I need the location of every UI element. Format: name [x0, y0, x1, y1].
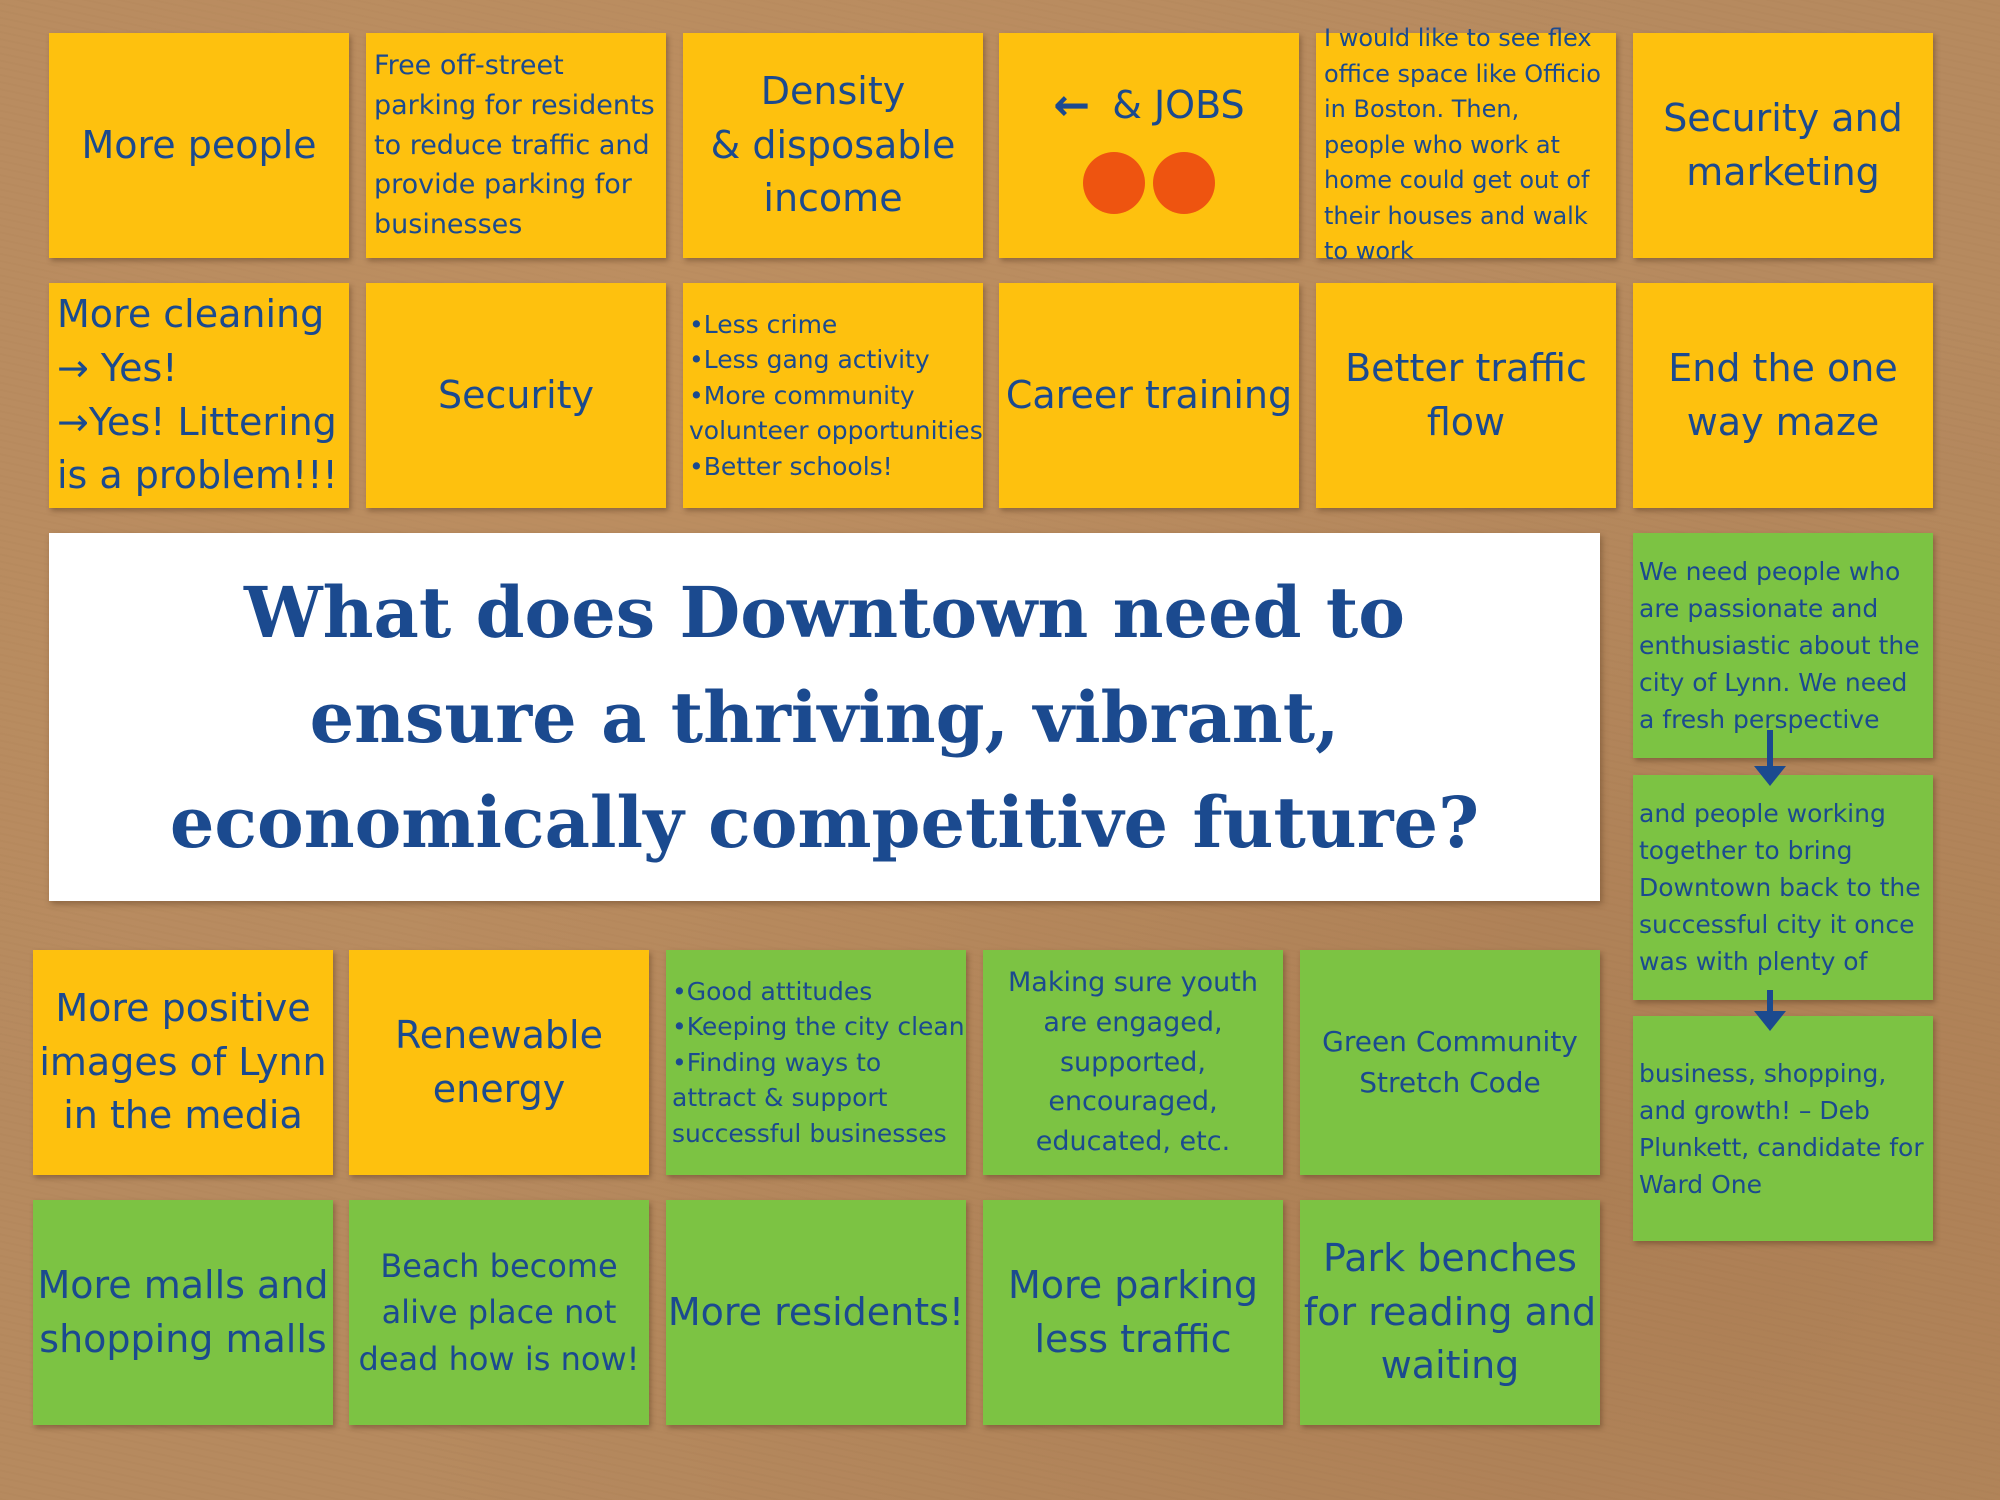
note-youth: Making sure youth are engaged, supported…: [983, 950, 1283, 1175]
note-line: marketing: [1686, 149, 1880, 194]
note-line: Making sure youth: [1007, 966, 1258, 998]
list-item: •Better schools!: [689, 451, 893, 481]
note-more-residents: More residents!: [666, 1200, 966, 1425]
list-item: •Less crime: [689, 309, 838, 339]
note-line: End the one: [1668, 345, 1898, 390]
note-career-training: Career training: [999, 283, 1299, 508]
note-line: & disposable: [710, 122, 956, 167]
note-line: More parking: [1007, 1262, 1259, 1307]
note-beach: Beach become alive place not dead how is…: [349, 1200, 649, 1425]
note-line: images of Lynn: [39, 1039, 327, 1084]
list-item: •Finding ways to: [672, 1047, 882, 1077]
note-one-way: End the one way maze: [1633, 283, 1933, 508]
note-line: More malls and: [37, 1262, 329, 1307]
note-line: supported,: [1059, 1046, 1206, 1078]
note-good-attitudes: •Good attitudes •Keeping the city clean …: [666, 950, 966, 1175]
note-text: Career training: [1005, 372, 1293, 417]
note-renewable-energy: Renewable energy: [349, 950, 649, 1175]
note-text: Free off-street parking for residents to…: [374, 49, 655, 241]
red-dot-icon: [1153, 152, 1215, 215]
note-less-crime: •Less crime •Less gang activity •More co…: [683, 283, 983, 508]
note-line: Beach become: [380, 1246, 618, 1285]
note-line: energy: [432, 1066, 566, 1111]
list-item: •Good attitudes: [672, 976, 873, 1006]
note-line: waiting: [1380, 1343, 1520, 1388]
arrow-down-icon: [1754, 730, 1786, 786]
note-line: Density: [760, 68, 906, 113]
note-line: flow: [1426, 399, 1506, 444]
note-park-benches: Park benches for reading and waiting: [1300, 1200, 1600, 1425]
title-line: economically competitive future?: [169, 780, 1480, 864]
note-traffic-flow: Better traffic flow: [1316, 283, 1616, 508]
note-line: Security and: [1663, 95, 1903, 140]
arrow-down-icon: [1754, 990, 1786, 1031]
note-jobs: ← & JOBS: [999, 33, 1299, 258]
note-more-people: More people: [49, 33, 349, 258]
note-line: less traffic: [1034, 1316, 1232, 1361]
list-item: •Keeping the city clean: [672, 1012, 965, 1042]
note-line: for reading and: [1303, 1289, 1597, 1334]
note-free-parking: Free off-street parking for residents to…: [366, 33, 666, 258]
note-line: More cleaning: [57, 291, 325, 336]
note-passionate-3: business, shopping, and growth! – Deb Pl…: [1633, 1016, 1933, 1241]
note-green-code: Green Community Stretch Code: [1300, 950, 1600, 1175]
note-line: is a problem!!!: [57, 453, 338, 498]
note-malls: More malls and shopping malls: [33, 1200, 333, 1425]
note-density: Density & disposable income: [683, 33, 983, 258]
note-text: More people: [81, 122, 317, 167]
title-line: ensure a thriving, vibrant,: [309, 675, 1340, 759]
note-passionate-2: and people working together to bring Dow…: [1633, 775, 1933, 1000]
note-text: & JOBS: [1112, 82, 1245, 127]
note-line: Park benches: [1323, 1235, 1577, 1280]
question-card: What does Downtown need to ensure a thri…: [49, 533, 1600, 901]
note-line: way maze: [1686, 399, 1880, 444]
note-line: in the media: [63, 1093, 303, 1138]
red-dot-icon: [1083, 152, 1145, 215]
note-security-marketing: Security and marketing: [1633, 33, 1933, 258]
note-line: shopping malls: [39, 1316, 327, 1361]
left-arrow-icon: ←: [1053, 79, 1091, 131]
note-line: Renewable: [395, 1012, 603, 1057]
note-text: business, shopping, and growth! – Deb Pl…: [1639, 1058, 1924, 1199]
note-flex-office: I would like to see flex office space li…: [1316, 24, 1616, 265]
note-positive-images: More positive images of Lynn in the medi…: [33, 950, 333, 1175]
note-line: income: [763, 176, 903, 221]
note-text: Security: [437, 372, 595, 417]
note-text: I would like to see flex office space li…: [1324, 24, 1601, 266]
note-security: Security: [366, 283, 666, 508]
list-item: attract & support: [672, 1083, 888, 1113]
note-line: are engaged,: [1043, 1006, 1223, 1038]
title-line: What does Downtown need to: [244, 570, 1405, 654]
note-line: → Yes!: [57, 345, 178, 390]
note-line: Stretch Code: [1359, 1065, 1541, 1099]
note-passionate-1: We need people who are passionate and en…: [1633, 533, 1933, 758]
note-line: alive place not: [381, 1293, 617, 1332]
note-line: educated, etc.: [1035, 1126, 1231, 1158]
note-text: We need people who are passionate and en…: [1639, 557, 1920, 734]
note-line: Green Community: [1322, 1024, 1578, 1058]
list-item: volunteer opportunities: [689, 416, 983, 446]
note-line: More positive: [55, 985, 311, 1030]
note-line: →Yes! Littering: [57, 399, 337, 444]
note-more-parking: More parking less traffic: [983, 1200, 1283, 1425]
list-item: •Less gang activity: [689, 345, 930, 375]
dot-stickers: [1083, 152, 1215, 215]
note-text: More residents!: [667, 1289, 965, 1334]
list-item: successful businesses: [672, 1118, 947, 1148]
note-line: encouraged,: [1048, 1086, 1218, 1118]
note-text: and people working together to bring Dow…: [1639, 799, 1921, 976]
note-line: Better traffic: [1345, 345, 1587, 390]
note-more-cleaning: More cleaning → Yes! →Yes! Littering is …: [49, 283, 349, 508]
page-title: What does Downtown need to ensure a thri…: [170, 560, 1479, 875]
list-item: •More community: [689, 380, 915, 410]
note-line: dead how is now!: [358, 1339, 640, 1378]
